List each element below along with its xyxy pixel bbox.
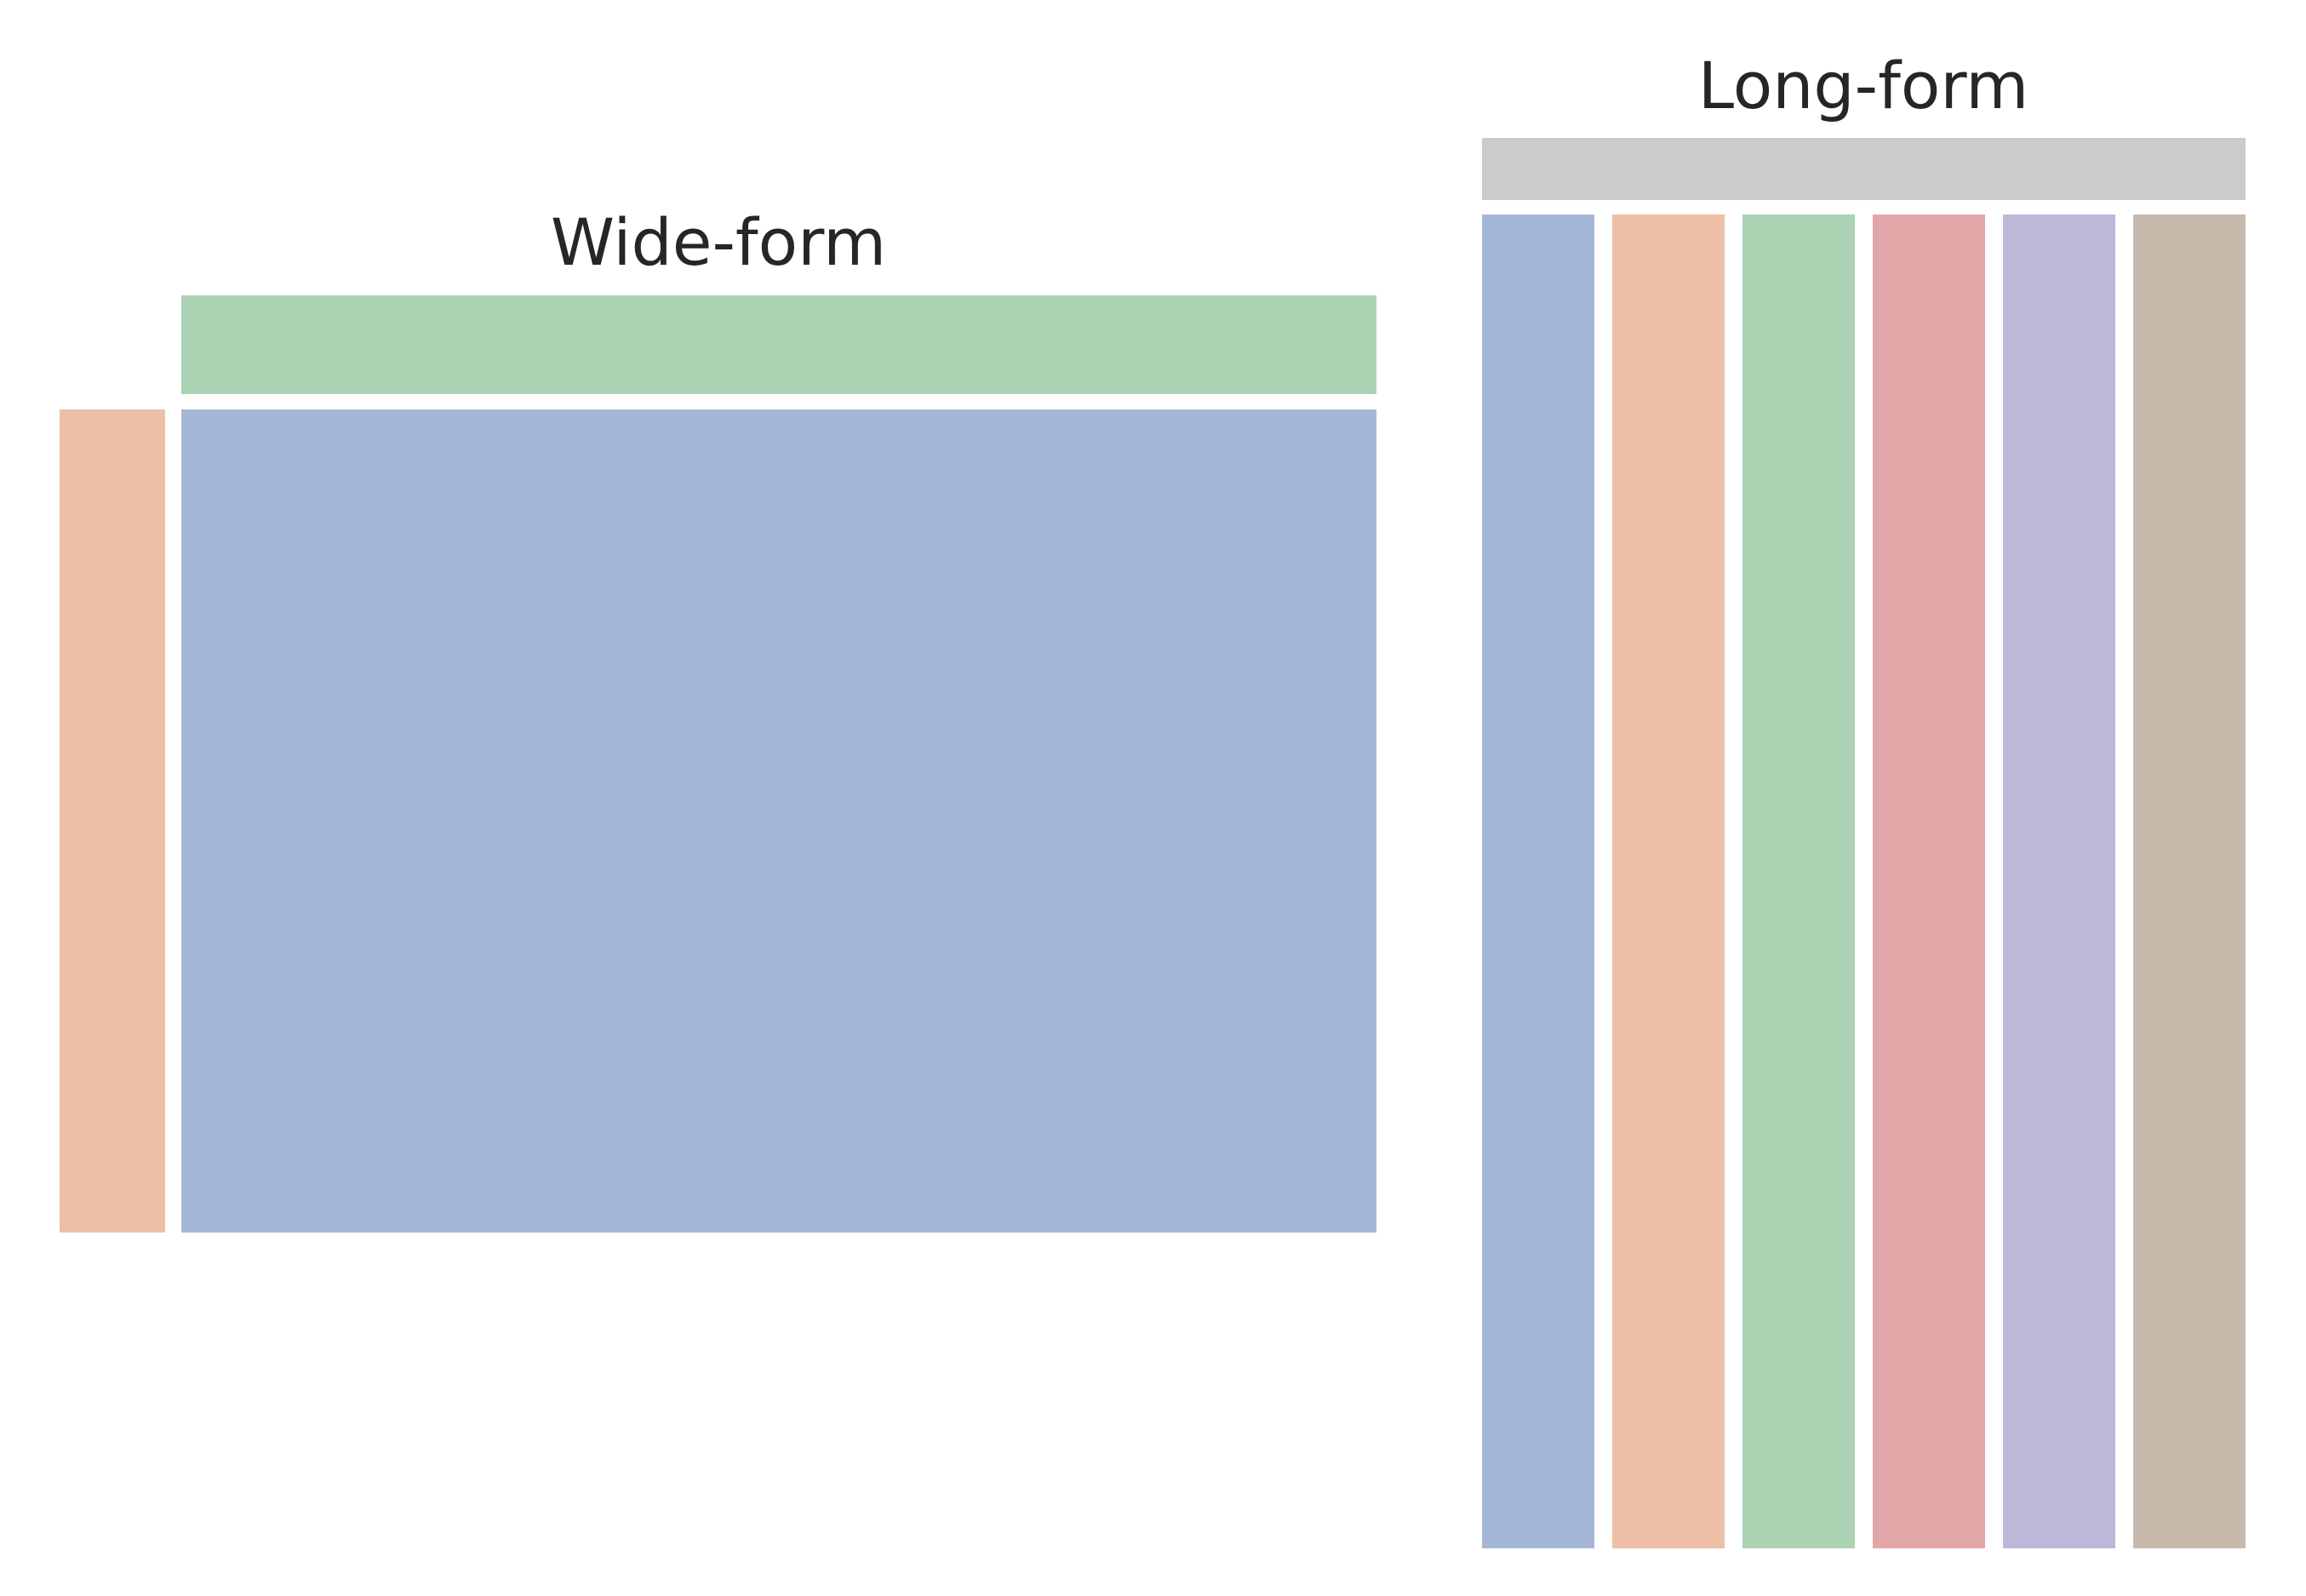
long-form-title: Long-form [1697,48,2029,123]
long-form-columns [1482,215,2246,1548]
wide-form-title: Wide-form [550,204,887,280]
wide-form-values-block [181,409,1376,1233]
long-form-column-1 [1482,215,1594,1548]
long-form-column-5 [2003,215,2115,1548]
wide-form-header-block [181,295,1376,394]
long-form-column-2 [1612,215,1725,1548]
long-form-column-4 [1873,215,1985,1548]
long-form-header-block [1482,138,2246,200]
long-form-column-6 [2133,215,2246,1548]
wide-form-index-block [60,409,165,1233]
long-form-column-3 [1742,215,1855,1548]
